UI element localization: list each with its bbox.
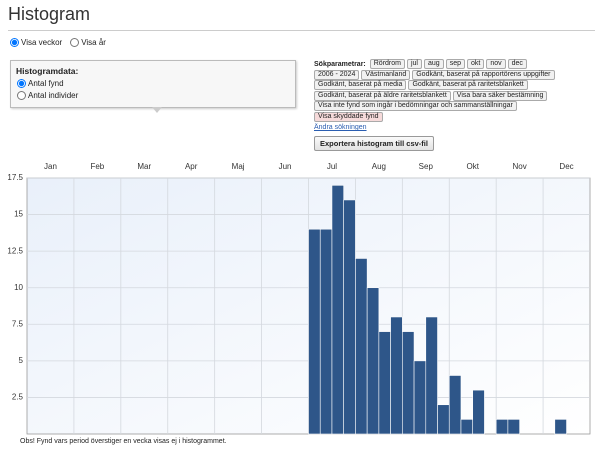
bar (554, 419, 567, 435)
search-parameters: Sökparametrar: Rördrom jul aug sep okt nov dec 2… (314, 59, 555, 151)
radio-button[interactable] (17, 91, 26, 100)
bar (402, 331, 415, 435)
y-tick-label: 17.5 (7, 173, 23, 182)
search-tag: dec (507, 59, 527, 70)
search-tag: Visa inte fynd som ingår i bedömningar o… (314, 101, 517, 112)
month-label: Aug (372, 162, 386, 171)
bar (437, 404, 450, 435)
bar (308, 228, 321, 435)
search-tag: jul (406, 59, 422, 70)
bar (448, 375, 462, 435)
search-tag: nov (486, 59, 506, 70)
bar (425, 316, 438, 435)
bar (378, 331, 391, 435)
tag-row: Godkänt, baserat på media Godkänt, basera… (314, 80, 555, 91)
radio-button[interactable] (17, 79, 26, 88)
histogram-data-box: Histogramdata: Antal fynd Antal individer (10, 60, 296, 108)
search-tag: Visa bara säker bestämning (452, 90, 548, 101)
month-label: Sep (419, 162, 434, 171)
title-rule (8, 30, 595, 31)
search-tag: Godkänt, baserat på raritetsblankett (408, 80, 528, 91)
radio-button[interactable] (10, 38, 19, 47)
bar (319, 228, 333, 435)
search-tag: Västmanland (361, 69, 411, 80)
page-title: Histogram (8, 4, 91, 24)
tag-row: Sökparametrar: Rördrom jul aug sep okt nov dec (314, 59, 555, 70)
y-tick-label: 7.5 (12, 319, 24, 328)
bar (507, 419, 520, 435)
bar (495, 419, 509, 435)
search-tag: Godkänt, baserat på rapportörens uppgift… (412, 69, 555, 80)
tag-row: Godkänt, baserat på äldre raritetsblanke… (314, 90, 555, 102)
search-tag: aug (424, 59, 444, 70)
warning-tag: Visa skyddade fynd (314, 111, 383, 122)
y-tick-label: 12.5 (7, 246, 23, 255)
radio-option[interactable]: Visa veckor (10, 38, 62, 47)
change-search-link[interactable]: Ändra sökningen (314, 124, 367, 131)
search-tag: Godkänt, baserat på äldre raritetsblanke… (314, 90, 451, 101)
month-label: Okt (466, 162, 479, 171)
month-label: Jul (327, 162, 337, 171)
bar (343, 199, 356, 435)
export-button[interactable]: Exportera histogram till csv-fil (314, 136, 434, 151)
search-tag: Godkänt, baserat på media (314, 80, 407, 91)
bar (355, 258, 368, 435)
search-tag: sep (445, 59, 465, 70)
bar (413, 360, 427, 435)
radio-label: Antal individer (28, 91, 79, 100)
radio-button[interactable] (70, 38, 80, 47)
month-label: Dec (559, 162, 573, 171)
bar (366, 287, 380, 435)
bar (331, 185, 344, 435)
radio-option[interactable]: Antal individer (17, 91, 78, 100)
month-label: Jan (44, 162, 57, 171)
y-tick-label: 10 (14, 283, 23, 292)
search-label: Sökparametrar: (314, 60, 366, 68)
radio-option[interactable]: Antal fynd (17, 79, 78, 88)
month-label: Feb (90, 162, 104, 171)
search-tag: Rördrom (369, 59, 405, 70)
month-label: Apr (185, 162, 198, 171)
bar (472, 389, 485, 435)
bar (390, 316, 403, 435)
radio-label: Visa veckor (21, 38, 63, 47)
tag-row: Visa inte fynd som ingår i bedömningar o… (314, 101, 555, 112)
box-pointer (152, 107, 162, 113)
bar (460, 419, 474, 435)
view-options: Visa veckor Visa år (10, 38, 106, 47)
radio-label: Antal fynd (28, 79, 64, 88)
month-label: Maj (232, 162, 245, 171)
y-tick-label: 5 (19, 356, 24, 365)
tag-row: Visa skyddade fynd (314, 111, 555, 123)
radio-option[interactable]: Visa år (70, 38, 106, 47)
month-label: Nov (513, 162, 527, 171)
radio-label: Visa år (81, 38, 106, 47)
search-tag: okt (466, 59, 485, 70)
month-label: Jun (279, 162, 292, 171)
tag-row: 2006 - 2024 Västmanland Godkänt, baserat p… (314, 69, 555, 81)
search-tag: 2006 - 2024 (314, 69, 360, 80)
histogram-options: Antal fynd Antal individer (17, 79, 78, 100)
y-tick-label: 15 (14, 210, 23, 219)
y-tick-label: 2.5 (12, 393, 24, 402)
box-title: Histogramdata: (16, 66, 79, 76)
footnote: Obs! Fynd vars period överstiger en veck… (20, 438, 227, 445)
month-label: Mar (137, 162, 151, 171)
